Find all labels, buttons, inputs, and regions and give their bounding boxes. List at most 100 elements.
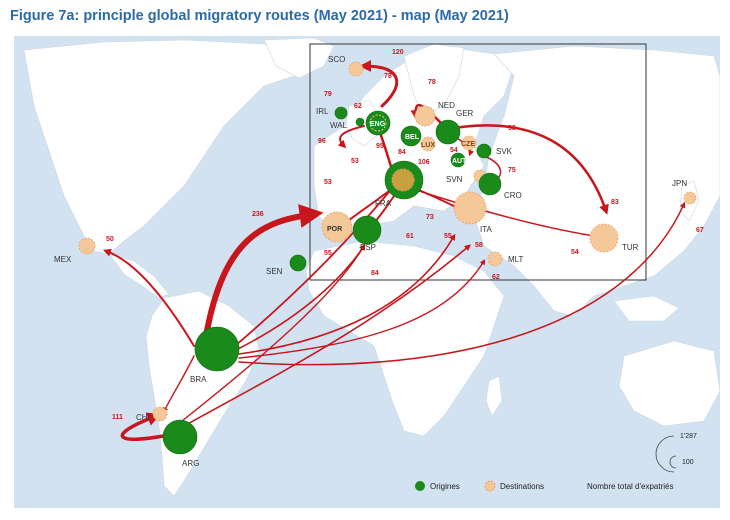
greenland bbox=[263, 37, 335, 79]
country-label-ned: NED bbox=[438, 101, 455, 110]
north-america bbox=[23, 39, 305, 255]
country-label-ita: ITA bbox=[480, 225, 493, 234]
flow-value-label: 62 bbox=[492, 274, 500, 281]
country-label-svn: SVN bbox=[446, 175, 463, 184]
marker-chi bbox=[152, 406, 168, 422]
se-asia-islands bbox=[613, 295, 680, 322]
flow-value-label: 58 bbox=[508, 125, 516, 132]
flow-value-label: 96 bbox=[318, 138, 326, 145]
marker-arg bbox=[162, 419, 198, 455]
flow-value-label: 67 bbox=[696, 227, 704, 234]
flow-value-label: 75 bbox=[508, 167, 516, 174]
flow-bra-por bbox=[203, 204, 324, 339]
flow-value-label: 54 bbox=[450, 147, 458, 154]
country-label-jpn: JPN bbox=[672, 179, 687, 188]
marker-lux bbox=[420, 136, 436, 152]
flow-value-label: 53 bbox=[351, 158, 359, 165]
flow-value-label: 84 bbox=[371, 270, 379, 277]
legend-scale-min: 100 bbox=[682, 459, 694, 466]
flow-value-label: 55 bbox=[324, 250, 332, 257]
destination-markers bbox=[78, 61, 697, 422]
madagascar bbox=[485, 375, 503, 417]
marker-bra bbox=[194, 326, 240, 372]
scandinavia bbox=[403, 43, 465, 117]
flow-value-label: 120 bbox=[392, 49, 404, 56]
marker-aut bbox=[450, 152, 466, 168]
flow-value-label: 79 bbox=[324, 91, 332, 98]
legend-origin-label: Origines bbox=[430, 482, 460, 491]
flow-bra-mlt bbox=[238, 259, 486, 359]
central-america bbox=[108, 253, 170, 299]
flow-eng-sco bbox=[359, 60, 399, 108]
country-label-aut: AUT bbox=[452, 158, 467, 165]
flow-value-label: 55 bbox=[444, 233, 452, 240]
flow-arrows bbox=[102, 60, 686, 441]
country-label-fra: FRA bbox=[375, 199, 392, 208]
africa bbox=[305, 240, 505, 437]
legend-origin-swatch bbox=[415, 481, 425, 491]
legend-destination-label: Destinations bbox=[500, 482, 544, 491]
flow-arg-esp bbox=[181, 244, 366, 422]
country-label-eng: ENG bbox=[370, 121, 386, 128]
country-label-arg: ARG bbox=[182, 459, 199, 468]
marker-cze bbox=[461, 135, 477, 151]
flow-value-label: 83 bbox=[611, 199, 619, 206]
flow-value-label: 62 bbox=[354, 103, 362, 110]
marker-fra-destination bbox=[391, 168, 415, 192]
country-label-ger: GER bbox=[456, 109, 474, 118]
marker-ned bbox=[414, 105, 436, 127]
land-masses bbox=[23, 37, 720, 497]
legend: Origines Destinations Nombre total d'exp… bbox=[415, 433, 697, 492]
country-label-cro: CRO bbox=[504, 191, 522, 200]
flow-bra-ita bbox=[238, 233, 456, 355]
marker-tur bbox=[589, 223, 619, 253]
flow-bra-mex bbox=[102, 248, 195, 347]
country-label-irl: IRL bbox=[316, 107, 329, 116]
marker-svk bbox=[476, 143, 492, 159]
marker-eng-destination bbox=[369, 114, 387, 132]
flow-value-label: 61 bbox=[406, 233, 414, 240]
marker-mex bbox=[78, 237, 96, 255]
country-label-chi: CHI bbox=[136, 413, 150, 422]
australia bbox=[618, 340, 720, 427]
country-label-wal: WAL bbox=[330, 121, 348, 130]
country-label-mlt: MLT bbox=[508, 255, 524, 264]
country-label-mex: MEX bbox=[54, 255, 72, 264]
legend-destination-swatch bbox=[484, 480, 496, 492]
flow-ger-tur bbox=[452, 124, 609, 215]
marker-mlt bbox=[487, 251, 503, 267]
flow-value-label: 106 bbox=[418, 159, 430, 166]
flow-bra-chi bbox=[162, 355, 195, 413]
figure-title: Figure 7a: principle global migratory ro… bbox=[10, 8, 509, 24]
flow-value-label: 111 bbox=[112, 414, 123, 421]
europe-inset-frame bbox=[309, 43, 647, 281]
flow-value-label: 54 bbox=[571, 249, 579, 256]
marker-cro bbox=[478, 172, 502, 196]
marker-jpn bbox=[683, 191, 697, 205]
country-label-svk: SVK bbox=[496, 147, 513, 156]
flow-arg-ita bbox=[183, 244, 471, 427]
flow-bra-jpn bbox=[238, 201, 686, 366]
marker-irl bbox=[334, 106, 348, 120]
legend-scale-small bbox=[669, 455, 677, 469]
marker-por bbox=[321, 211, 353, 243]
legend-total-label: Nombre total d'expatriés bbox=[587, 482, 673, 491]
country-label-cze: CZE bbox=[461, 141, 475, 148]
flow-value-label: 236 bbox=[252, 211, 264, 218]
flow-value-label: 53 bbox=[324, 179, 332, 186]
legend-scale-large bbox=[655, 435, 675, 473]
country-label-lux: LUX bbox=[421, 142, 435, 149]
flow-value-label: 50 bbox=[106, 236, 114, 243]
country-label-esp: ESP bbox=[360, 243, 376, 252]
country-label-bel: BEL bbox=[405, 134, 420, 141]
flow-value-label: 58 bbox=[475, 242, 483, 249]
country-label-sco: SCO bbox=[328, 55, 345, 64]
flow-arg-chi bbox=[120, 412, 176, 441]
legend-scale-max: 1'287 bbox=[680, 433, 697, 440]
flow-value-label: 78 bbox=[428, 79, 436, 86]
flow-bra-fra bbox=[228, 183, 396, 352]
country-label-sen: SEN bbox=[266, 267, 283, 276]
